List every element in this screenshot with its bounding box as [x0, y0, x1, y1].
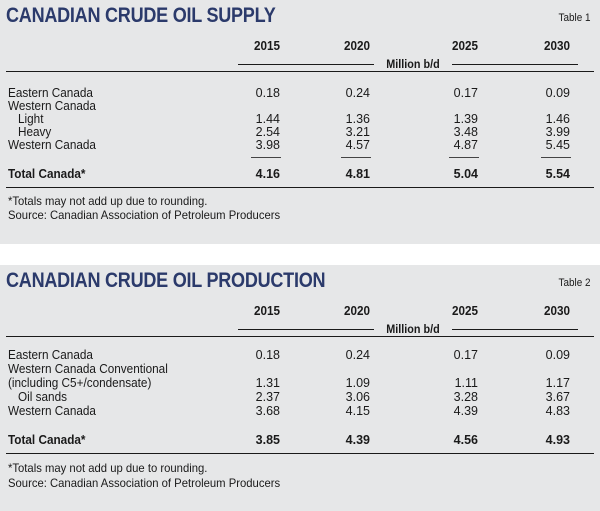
cell-value: 5.45: [545, 138, 570, 152]
footer-divider: [6, 453, 594, 454]
source-note: Source: Canadian Association of Petroleu…: [8, 208, 281, 222]
cell-value: 0.18: [255, 86, 280, 100]
row-label: Western Canada: [8, 138, 96, 152]
row-label: Light: [18, 112, 44, 126]
footnote: *Totals may not add up due to rounding.: [8, 461, 208, 475]
footnote: *Totals may not add up due to rounding.: [8, 194, 208, 208]
cell-value: 3.67: [545, 390, 570, 404]
row-label: Total Canada*: [8, 167, 86, 181]
subtotal-dash: [449, 157, 479, 158]
cell-value: 3.98: [255, 138, 280, 152]
cell-value: 4.81: [345, 167, 370, 181]
cell-value: 4.39: [453, 404, 478, 418]
table-row: Oil sands 2.37 3.06 3.28 3.67: [0, 390, 600, 404]
cell-value: 0.17: [453, 348, 478, 362]
subtotal-dash: [251, 157, 281, 158]
cell-value: 4.93: [545, 433, 570, 447]
cell-value: 4.15: [345, 404, 370, 418]
source-note: Source: Canadian Association of Petroleu…: [8, 476, 281, 490]
cell-value: 0.24: [345, 348, 370, 362]
cell-value: 3.48: [453, 125, 478, 139]
total-row: Total Canada* 4.16 4.81 5.04 5.54: [0, 167, 600, 181]
cell-value: 2.54: [255, 125, 280, 139]
table-row: Heavy 2.54 3.21 3.48 3.99: [0, 125, 600, 139]
cell-value: 1.09: [345, 376, 370, 390]
row-label: Total Canada*: [8, 433, 86, 447]
table-row: (including C5+/condensate) 1.31 1.09 1.1…: [0, 376, 600, 390]
total-row: Total Canada* 3.85 4.39 4.56 4.93: [0, 433, 600, 447]
row-label: Western Canada: [8, 404, 96, 418]
cell-value: 3.68: [255, 404, 280, 418]
cell-value: 3.28: [453, 390, 478, 404]
cell-value: 4.57: [345, 138, 370, 152]
unit-rule-left: [238, 329, 374, 330]
cell-value: 1.44: [255, 112, 280, 126]
footer-divider: [6, 187, 594, 188]
cell-value: 4.39: [345, 433, 370, 447]
year-header: 2020: [343, 38, 370, 53]
unit-rule-right: [452, 329, 578, 330]
cell-value: 1.36: [345, 112, 370, 126]
row-label: Heavy: [18, 125, 52, 139]
unit-label: Million b/d: [386, 57, 440, 71]
cell-value: 5.54: [545, 167, 570, 181]
cell-value: 0.09: [545, 348, 570, 362]
cell-value: 3.85: [255, 433, 280, 447]
cell-value: 0.18: [255, 348, 280, 362]
table-2-label: Table 2: [558, 277, 590, 289]
row-label: (including C5+/condensate): [8, 376, 152, 390]
table-row: Eastern Canada 0.18 0.24 0.17 0.09: [0, 348, 600, 362]
table-1-panel: CANADIAN CRUDE OIL SUPPLY Table 1 2015 2…: [0, 0, 600, 244]
unit-label: Million b/d: [386, 322, 440, 336]
year-header: 2015: [253, 303, 280, 318]
table-row: Eastern Canada 0.18 0.24 0.17 0.09: [0, 86, 600, 100]
cell-value: 4.56: [453, 433, 478, 447]
year-header: 2015: [253, 38, 280, 53]
cell-value: 1.31: [255, 376, 280, 390]
table-row: Western Canada 3.98 4.57 4.87 5.45: [0, 138, 600, 152]
unit-rule-left: [238, 64, 374, 65]
table-row: Western Canada 3.68 4.15 4.39 4.83: [0, 404, 600, 418]
row-label: Eastern Canada: [8, 86, 93, 100]
row-label: Western Canada: [8, 99, 96, 113]
cell-value: 5.04: [453, 167, 478, 181]
year-header: 2030: [543, 303, 570, 318]
cell-value: 1.39: [453, 112, 478, 126]
table-row: Western Canada: [0, 99, 600, 113]
cell-value: 3.21: [345, 125, 370, 139]
subtotal-dash: [341, 157, 371, 158]
cell-value: 2.37: [255, 390, 280, 404]
year-header: 2025: [451, 38, 478, 53]
year-header: 2025: [451, 303, 478, 318]
table-2-panel: CANADIAN CRUDE OIL PRODUCTION Table 2 20…: [0, 265, 600, 511]
cell-value: 0.09: [545, 86, 570, 100]
cell-value: 3.06: [345, 390, 370, 404]
year-header: 2020: [343, 303, 370, 318]
cell-value: 4.16: [255, 167, 280, 181]
table-row: Western Canada Conventional: [0, 362, 600, 376]
cell-value: 0.17: [453, 86, 478, 100]
subtotal-dash: [541, 157, 571, 158]
row-label: Eastern Canada: [8, 348, 93, 362]
cell-value: 4.83: [545, 404, 570, 418]
unit-rule-right: [452, 64, 578, 65]
cell-value: 4.87: [453, 138, 478, 152]
cell-value: 1.11: [454, 376, 478, 390]
cell-value: 1.17: [545, 376, 570, 390]
row-label: Oil sands: [18, 390, 67, 404]
table-1-label: Table 1: [558, 12, 590, 24]
table-row: Light 1.44 1.36 1.39 1.46: [0, 112, 600, 126]
cell-value: 1.46: [545, 112, 570, 126]
header-divider: [6, 71, 594, 72]
year-header: 2030: [543, 38, 570, 53]
header-divider: [6, 336, 594, 337]
cell-value: 0.24: [345, 86, 370, 100]
table-2-title: CANADIAN CRUDE OIL PRODUCTION: [6, 269, 326, 292]
table-1-title: CANADIAN CRUDE OIL SUPPLY: [6, 4, 276, 27]
cell-value: 3.99: [545, 125, 570, 139]
row-label: Western Canada Conventional: [8, 362, 168, 376]
